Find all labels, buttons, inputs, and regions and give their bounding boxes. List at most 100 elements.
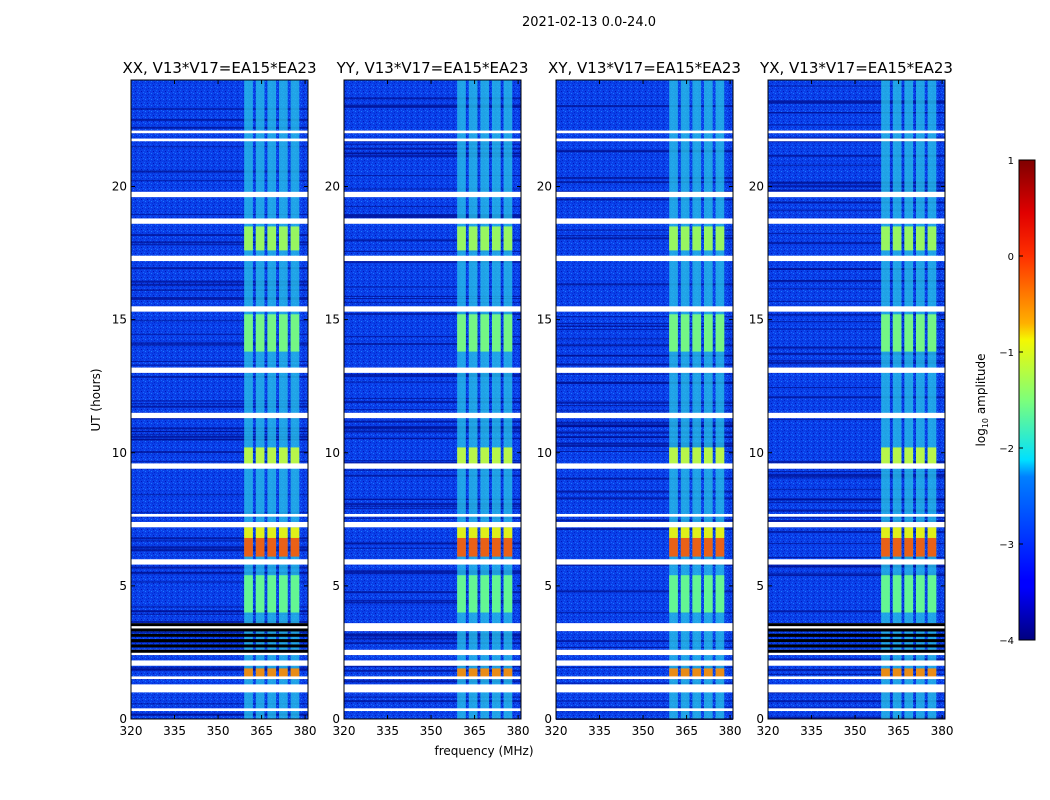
texture-stripe <box>768 321 945 323</box>
texture-stripe <box>131 405 308 408</box>
x-tick-label: 365 <box>463 724 486 738</box>
texture-stripe <box>131 572 308 575</box>
x-tick-label: 380 <box>719 724 742 738</box>
emission-patch <box>692 575 702 613</box>
emission-patch <box>457 226 466 251</box>
emission-patch <box>480 226 490 251</box>
flagged-gap <box>768 412 945 419</box>
texture-stripe <box>131 434 308 436</box>
emission-patch <box>244 527 253 538</box>
texture-stripe <box>131 512 308 514</box>
x-tick-label: 350 <box>420 724 443 738</box>
texture-stripe <box>131 418 308 420</box>
x-tick-label: 320 <box>545 724 568 738</box>
emission-patch <box>680 226 690 251</box>
texture-stripe <box>131 375 308 378</box>
flagged-gap <box>131 191 308 198</box>
flagged-gap <box>768 367 945 373</box>
flagged-gap <box>768 130 945 134</box>
texture-stripe <box>768 201 945 204</box>
texture-stripe <box>768 361 945 364</box>
panel-yy: YY, V13*V17=EA15*EA23 320 335 350 365 380 0 5 10… <box>325 59 530 738</box>
texture-stripe <box>131 283 308 286</box>
texture-stripe <box>556 410 733 412</box>
texture-stripe <box>556 354 733 357</box>
x-tick-label: 380 <box>294 724 317 738</box>
emission-patch <box>881 447 890 467</box>
emission-patch <box>468 537 478 557</box>
emission-patch <box>457 575 466 613</box>
emission-patch <box>669 447 678 467</box>
texture-stripe <box>768 572 945 574</box>
texture-stripe <box>768 111 945 113</box>
texture-stripe <box>768 691 945 694</box>
colorbar-label-log: log <box>974 428 988 446</box>
texture-stripe <box>556 431 733 434</box>
panel-title: XY, V13*V17=EA15*EA23 <box>548 59 741 77</box>
x-tick-label: 350 <box>844 724 867 738</box>
emission-patch <box>491 575 501 613</box>
rfi-band <box>244 80 253 719</box>
emission-patch <box>927 447 937 467</box>
emission-patch <box>892 447 902 467</box>
emission-patch <box>267 226 277 251</box>
emission-patch <box>278 668 288 680</box>
emission-patch <box>278 447 288 467</box>
texture-stripe <box>131 435 308 438</box>
emission-patch <box>290 447 300 467</box>
black-flag-line <box>768 644 945 648</box>
texture-stripe <box>556 316 733 318</box>
flagged-gap <box>768 218 945 224</box>
panel-frame <box>767 79 946 720</box>
texture-stripe <box>344 343 521 346</box>
texture-stripe <box>556 444 733 447</box>
panel-frame <box>130 79 309 720</box>
x-tick-label: 335 <box>163 724 186 738</box>
black-flag-line <box>131 628 308 632</box>
texture-stripe <box>131 360 308 362</box>
emission-patch <box>892 314 902 352</box>
texture-stripe <box>344 297 521 299</box>
emission-patch <box>457 447 466 467</box>
texture-stripe <box>556 229 733 231</box>
colorbar-tick-label: −1 <box>999 348 1014 359</box>
flagged-gap <box>131 412 308 419</box>
flagged-gap <box>556 521 733 528</box>
emission-patch <box>904 447 914 467</box>
flagged-gap <box>768 676 945 680</box>
texture-stripe <box>131 606 308 608</box>
texture-stripe <box>768 419 945 421</box>
texture-stripe <box>344 152 521 155</box>
texture-stripe <box>131 430 308 432</box>
texture-stripe <box>768 328 945 330</box>
panel-title: XX, V13*V17=EA15*EA23 <box>122 59 316 77</box>
texture-stripe <box>768 185 945 188</box>
emission-patch <box>703 447 713 467</box>
panels: XX, V13*V17=EA15*EA23 320 335 350 365 380 0 5 10… <box>112 59 954 738</box>
flagged-gap <box>131 130 308 134</box>
texture-stripe <box>556 198 733 201</box>
texture-stripe <box>344 547 521 549</box>
texture-stripe <box>131 494 308 496</box>
texture-stripe <box>131 234 308 237</box>
emission-patch <box>715 575 725 613</box>
emission-patch <box>468 314 478 352</box>
emission-patch <box>904 314 914 352</box>
flagged-gap <box>131 559 308 565</box>
texture-stripe <box>131 546 308 549</box>
emission-patch <box>881 537 890 557</box>
texture-stripe <box>344 420 521 423</box>
emission-patch <box>669 537 678 557</box>
emission-patch <box>692 537 702 557</box>
rfi-band <box>255 80 265 719</box>
colorbar-gradient <box>1018 159 1036 641</box>
texture-stripe <box>768 124 945 126</box>
emission-patch <box>680 668 690 680</box>
y-tick-label: 10 <box>325 446 340 460</box>
texture-stripe <box>344 295 521 297</box>
emission-patch <box>680 575 690 613</box>
texture-stripe <box>344 401 521 404</box>
texture-stripe <box>768 154 945 157</box>
texture-stripe <box>556 237 733 240</box>
texture-stripe <box>344 666 521 668</box>
